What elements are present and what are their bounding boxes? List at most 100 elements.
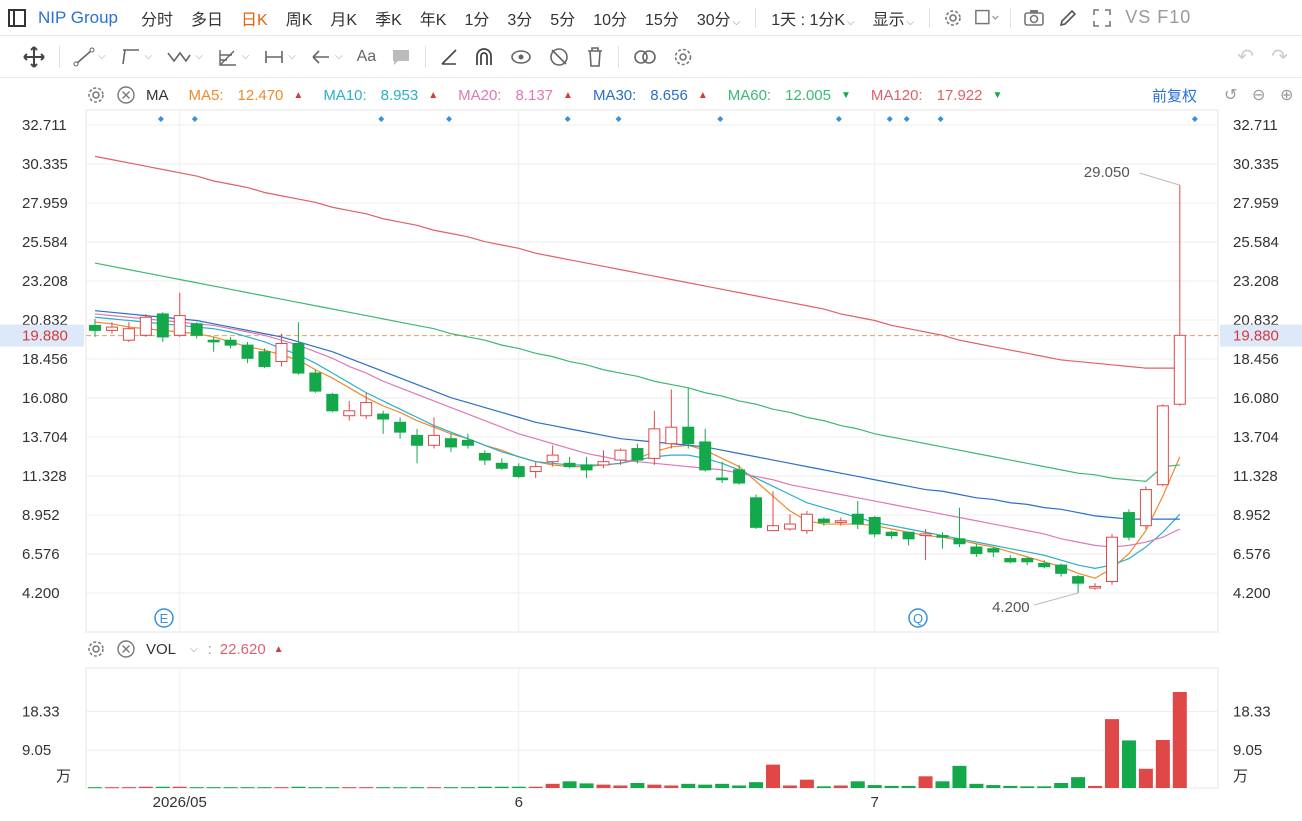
settings-icon[interactable] [940, 5, 966, 31]
current-price-label: 19.880 [1233, 328, 1279, 345]
display-select[interactable]: 显示 ⌵ [864, 6, 924, 30]
volume-bar [918, 776, 933, 788]
symbol-title[interactable]: NIP Group [38, 7, 119, 27]
pencil-icon[interactable] [1055, 5, 1081, 31]
line-icon[interactable]: ⌵ [73, 42, 106, 72]
candle-body [309, 372, 322, 392]
wave-icon[interactable]: ⌵ [166, 42, 203, 72]
ma5-label: MA5: [188, 86, 224, 104]
arrow-icon[interactable]: ⌵ [310, 42, 343, 72]
period-tab-monthly[interactable]: 月K [330, 11, 358, 29]
candle-body [1139, 489, 1152, 527]
polyline-icon[interactable]: ⌵ [120, 42, 152, 72]
settings-icon[interactable] [86, 85, 106, 105]
settings-icon[interactable] [672, 42, 694, 72]
event-dot-marker [564, 116, 571, 122]
hide-icon[interactable] [547, 42, 571, 72]
close-icon[interactable] [116, 639, 136, 659]
event-dot-marker [835, 116, 842, 122]
volume-bar [749, 782, 764, 788]
magnet-icon[interactable] [473, 42, 495, 72]
candle [953, 507, 966, 548]
trash-icon[interactable] [585, 42, 605, 72]
volume-bar [206, 787, 221, 789]
link-icon[interactable] [632, 42, 658, 72]
event-dot-marker [1191, 116, 1198, 122]
chevron-down-icon: ⌵ [288, 51, 296, 62]
ma20-value: 8.137 [515, 86, 554, 104]
sidebar-toggle-icon[interactable] [8, 8, 26, 27]
trend-up-icon: ▲ [428, 89, 439, 101]
candle [495, 458, 508, 470]
volume-indicator-name[interactable]: VOL [146, 640, 177, 658]
color-select-icon[interactable] [974, 5, 1000, 31]
reset-icon[interactable]: ↺ [1224, 87, 1238, 104]
period-tab-5min[interactable]: 5分 [550, 11, 576, 29]
ma10-legend: MA10: 8.953 ▲ [323, 87, 438, 104]
period-tab-3min[interactable]: 3分 [507, 11, 533, 29]
volume-unit-label: 万 [56, 768, 71, 785]
volume-bar [393, 787, 408, 789]
candle [716, 461, 729, 484]
period-tab-multiday[interactable]: 多日 [191, 11, 224, 29]
period-tab-1min[interactable]: 1分 [464, 11, 490, 29]
close-icon[interactable] [116, 85, 136, 105]
price-adjust-select[interactable]: 前复权 [1152, 87, 1198, 105]
volume-bar [477, 786, 492, 788]
candle [224, 336, 237, 349]
chevron-down-icon: ⌵ [906, 16, 915, 28]
chevron-down-icon[interactable]: ⌵ [190, 643, 198, 655]
price-tick-label: 27.959 [1233, 195, 1279, 212]
candle-body [1106, 536, 1118, 583]
price-tick-label: 8.952 [22, 507, 60, 524]
camera-icon[interactable] [1021, 5, 1047, 31]
candle [1106, 533, 1118, 585]
eye-icon[interactable] [509, 42, 533, 72]
move-icon[interactable] [22, 42, 46, 72]
volume-axis: 18.33 18.33 9.05 9.05 万 万 [22, 703, 1271, 785]
fib-icon[interactable]: ⌵ [217, 42, 249, 72]
chevron-down-icon: ⌵ [98, 51, 106, 62]
volume-bar [884, 785, 899, 788]
period-tab-quarterly[interactable]: 季K [375, 11, 402, 29]
volume-bar [1155, 740, 1170, 788]
candle-body [767, 525, 779, 532]
undo-icon[interactable]: ↶ [1237, 46, 1254, 68]
period-tab-10min[interactable]: 10分 [593, 11, 628, 29]
redo-icon[interactable]: ↷ [1271, 46, 1288, 68]
candle-body [495, 462, 508, 469]
candle-body [733, 469, 746, 484]
candle [597, 450, 610, 469]
interval-select[interactable]: 1天 : 1分K ⌵ [762, 6, 863, 30]
candle [1072, 574, 1085, 593]
ma30-value: 8.656 [650, 86, 688, 104]
zoom-out-icon[interactable]: ⊖ [1252, 87, 1266, 104]
f10-button[interactable]: F10 [1157, 7, 1192, 27]
period-tab-30min[interactable]: 30分 ⌵ [688, 6, 749, 30]
candle [665, 389, 678, 449]
candle [936, 532, 949, 549]
period-tab-15min[interactable]: 15分 [645, 11, 679, 29]
vs-button[interactable]: VS [1125, 7, 1152, 27]
period-tab-yearly[interactable]: 年K [419, 11, 447, 29]
settings-icon[interactable] [86, 639, 106, 659]
ma30-line [94, 310, 1180, 520]
period-tab-time[interactable]: 分时 [141, 11, 174, 29]
indicator-name[interactable]: MA [146, 86, 169, 104]
candle-body [1004, 558, 1017, 563]
event-marker-label: Q [913, 611, 923, 626]
note-icon[interactable] [390, 42, 412, 72]
candle [377, 410, 390, 434]
measure-icon[interactable]: ⌵ [263, 42, 296, 72]
text-icon[interactable]: Aa [356, 47, 377, 65]
candle [868, 515, 881, 538]
candle-body [817, 518, 830, 523]
zoom-in-icon[interactable]: ⊕ [1280, 87, 1294, 104]
price-tick-label: 18.456 [22, 351, 68, 368]
fullscreen-icon[interactable] [1089, 5, 1115, 31]
pen-icon[interactable] [439, 42, 459, 72]
period-tab-weekly[interactable]: 周K [285, 11, 313, 29]
period-tab-daily[interactable]: 日K [241, 11, 268, 29]
chevron-down-icon: ⌵ [847, 16, 855, 28]
